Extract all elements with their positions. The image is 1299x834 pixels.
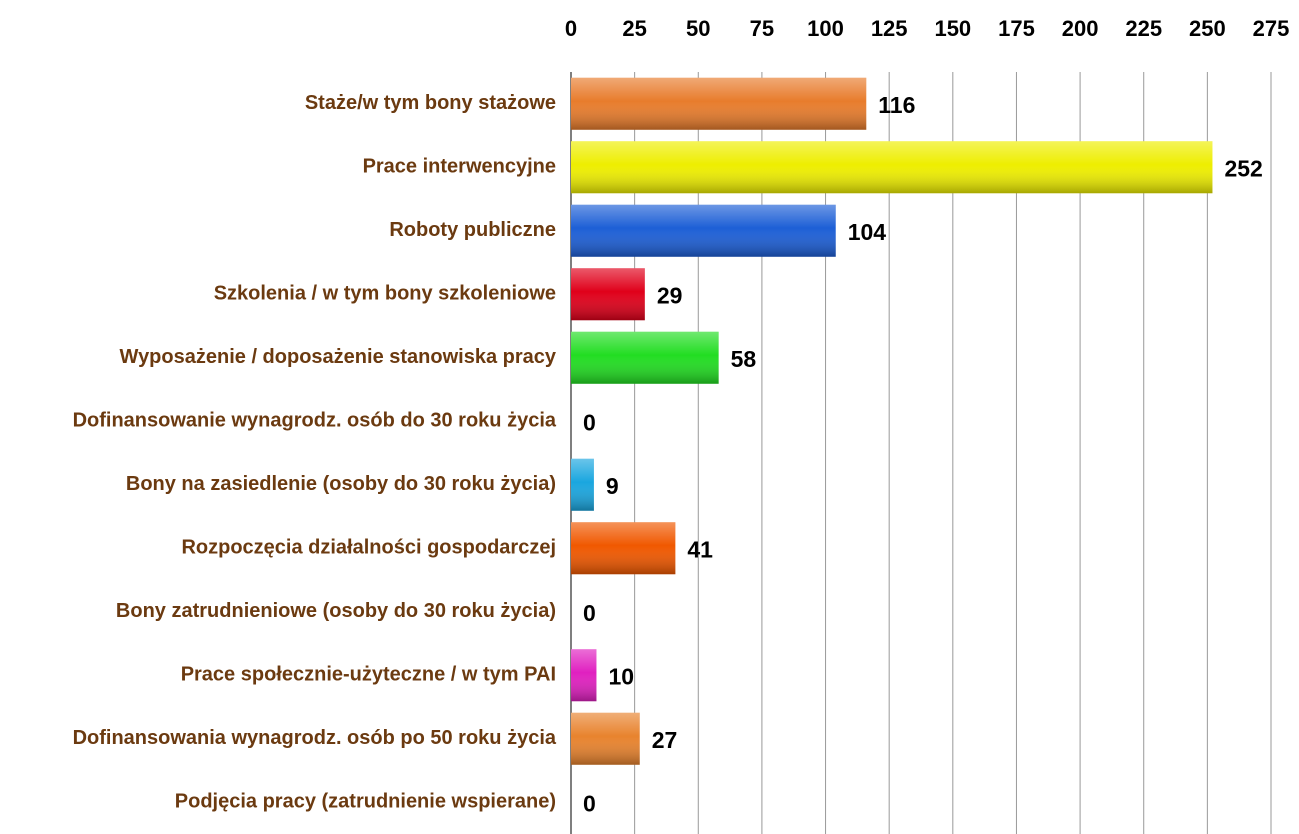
- bar-shine: [571, 141, 1213, 194]
- data-label: 116: [878, 92, 915, 118]
- y-tick-label: Szkolenia / w tym bony szkoleniowe: [214, 283, 556, 305]
- y-tick-label: Dofinansowanie wynagrodz. osób do 30 rok…: [73, 410, 557, 432]
- y-tick-label: Bony na zasiedlenie (osoby do 30 roku ży…: [126, 473, 556, 495]
- y-tick-label: Bony zatrudnieniowe (osoby do 30 roku ży…: [116, 600, 556, 622]
- x-tick-label: 75: [750, 16, 774, 41]
- x-tick-label: 275: [1253, 16, 1290, 41]
- x-tick-label: 50: [686, 16, 710, 41]
- y-tick-label: Prace interwencyjne: [363, 156, 556, 178]
- y-tick-label: Roboty publiczne: [389, 219, 556, 241]
- bar-shine: [571, 649, 597, 702]
- data-label: 10: [608, 663, 634, 689]
- y-tick-label: Prace społecznie-użyteczne / w tym PAI: [181, 664, 556, 686]
- y-tick-label: Rozpoczęcia działalności gospodarczej: [181, 537, 556, 559]
- bar-shine: [571, 522, 676, 575]
- data-label: 58: [731, 346, 757, 372]
- bar-shine: [571, 204, 836, 257]
- x-tick-label: 150: [934, 16, 971, 41]
- bar-shine: [571, 331, 719, 384]
- data-label: 252: [1224, 155, 1262, 181]
- data-label: 27: [652, 727, 678, 753]
- x-tick-label: 100: [807, 16, 844, 41]
- data-label: 0: [583, 409, 596, 435]
- x-tick-label: 200: [1062, 16, 1099, 41]
- bar-shine: [571, 77, 867, 130]
- x-tick-label: 0: [565, 16, 577, 41]
- data-label: 0: [583, 790, 596, 816]
- data-label: 41: [687, 536, 713, 562]
- bar-shine: [571, 268, 645, 321]
- bar-shine: [571, 458, 594, 511]
- y-tick-label: Wyposażenie / doposażenie stanowiska pra…: [120, 346, 557, 368]
- bar-shine: [571, 712, 640, 765]
- x-tick-label: 250: [1189, 16, 1226, 41]
- data-label: 9: [606, 473, 619, 499]
- x-tick-label: 175: [998, 16, 1035, 41]
- x-tick-label: 25: [622, 16, 646, 41]
- data-label: 29: [657, 282, 683, 308]
- y-tick-label: Dofinansowania wynagrodz. osób po 50 rok…: [73, 727, 557, 749]
- x-tick-label: 125: [871, 16, 908, 41]
- y-tick-label: Staże/w tym bony stażowe: [305, 92, 556, 114]
- x-tick-label: 225: [1125, 16, 1162, 41]
- y-tick-label: Podjęcia pracy (zatrudnienie wspierane): [175, 791, 556, 813]
- data-label: 0: [583, 600, 596, 626]
- data-label: 104: [848, 219, 887, 245]
